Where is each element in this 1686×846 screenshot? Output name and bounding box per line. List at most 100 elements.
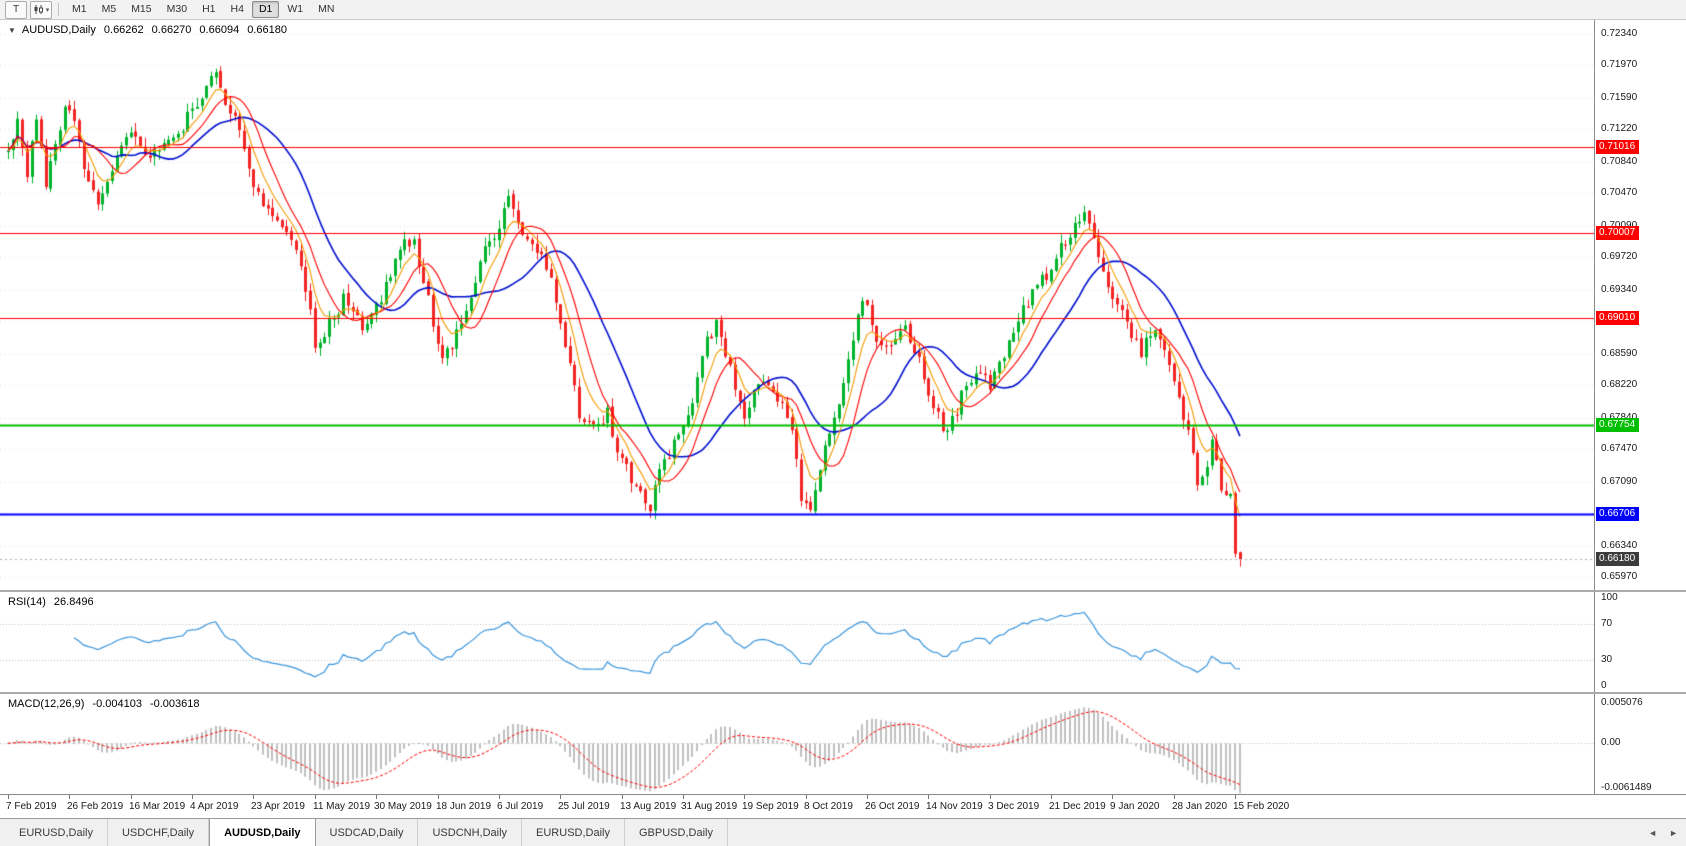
date-label: 31 Aug 2019 [681,801,738,812]
timeframe-button-H1[interactable]: H1 [202,3,216,15]
price-axis-label: 0.65970 [1601,571,1638,583]
level-price-tag: 0.71016 [1596,139,1640,154]
timeframe-button-H4[interactable]: H4 [230,3,244,15]
price-axis-label: 0.66340 [1601,539,1638,551]
time-axis-tick [560,795,561,799]
tab-scroll-right-icon[interactable]: ► [1669,827,1678,838]
timeframe-button-M15[interactable]: M15 [131,3,152,15]
macd-axis-label: 0.00 [1601,737,1621,749]
timeframe-button-M30[interactable]: M30 [166,3,188,15]
time-axis-tick [1235,795,1236,799]
price-axis-label: 0.70840 [1601,155,1638,167]
quote-low: 0.66094 [199,24,240,36]
price-chart-canvas[interactable] [0,20,1594,590]
date-label: 9 Jan 2020 [1110,801,1160,812]
chevron-down-icon: ▾ [45,6,50,14]
time-axis-tick [867,795,868,799]
time-axis-tick [438,795,439,799]
rsi-axis-label: 30 [1601,653,1613,665]
pane-splitter[interactable] [0,590,1686,592]
pane-splitter[interactable] [0,692,1686,694]
chart-tab[interactable]: EURUSD,Daily [522,819,625,846]
price-axis-label: 0.72340 [1601,27,1638,39]
rsi-axis-label: 100 [1601,592,1618,604]
macd-axis-label: -0.0061489 [1601,782,1652,793]
date-label: 13 Aug 2019 [620,801,677,812]
macd-signal-value: -0.003618 [149,698,200,710]
price-axis-label: 0.70470 [1601,187,1638,199]
level-price-tag: 0.66706 [1596,507,1640,522]
quote-open: 0.66262 [103,24,144,36]
date-label: 30 May 2019 [374,801,432,812]
toolbar: T ▾ M1 M5 M15 M30 H1 H4 D1 W1 MN [0,0,1686,20]
rsi-axis-label: 0 [1601,679,1607,691]
chart-tab[interactable]: USDCNH,Daily [418,819,523,846]
time-axis-tick [376,795,377,799]
time-axis-tick [1112,795,1113,799]
time-axis-tick [8,795,9,799]
time-axis-tick [744,795,745,799]
chart-tab[interactable]: AUDUSD,Daily [209,819,316,846]
price-axis-label: 0.67470 [1601,443,1638,455]
rsi-value: 26.8496 [53,596,94,608]
date-label: 11 May 2019 [313,801,371,812]
tab-scroll-left-icon[interactable]: ◄ [1648,827,1658,838]
date-label: 26 Feb 2019 [67,801,124,812]
timeframe-button-M1[interactable]: M1 [72,3,87,15]
time-axis-tick [990,795,991,799]
macd-axis-label: 0.005076 [1601,696,1643,708]
timeframe-button-M5[interactable]: M5 [101,3,117,15]
chart-tab[interactable]: GBPUSD,Daily [625,819,728,846]
timeframe-button-W1[interactable]: W1 [287,3,304,15]
date-label: 26 Oct 2019 [865,801,920,812]
timeframe-group: M1 M5 M15 M30 H1 H4 D1 W1 MN [65,1,341,18]
time-axis[interactable]: 7 Feb 2019 26 Feb 2019 16 Mar 2019 4 Apr 20… [0,795,1686,818]
chart-tab-strip: EURUSD,Daily USDCHF,Daily AUDUSD,Daily USDC… [0,819,1686,846]
time-axis-line [0,794,1686,795]
toolbar-separator [58,3,59,16]
price-axis-label: 0.68220 [1601,379,1638,391]
date-label: 7 Feb 2019 [6,801,57,812]
price-axis-label: 0.67840 [1601,412,1637,424]
macd-indicator-canvas[interactable] [0,694,1594,794]
current-price-tag: 0.66180 [1596,552,1640,567]
price-axis[interactable]: 0.72340 0.71970 0.71590 0.71220 0.70840 0.704… [1594,20,1686,794]
time-axis-tick [253,795,254,799]
price-axis-label: 0.71970 [1601,59,1638,71]
level-price-tag: 0.69010 [1596,310,1640,325]
price-axis-label: 0.67090 [1601,475,1638,487]
rsi-pane-title: RSI(14) 26.8496 [8,596,94,608]
date-label: 16 Mar 2019 [129,801,186,812]
date-label: 28 Jan 2020 [1172,801,1228,812]
time-axis-tick [928,795,929,799]
macd-main-value: -0.004103 [92,698,142,710]
chart-tab[interactable]: USDCAD,Daily [316,819,419,846]
chart-collapse-icon[interactable]: ▼ [8,25,16,35]
date-label: 4 Apr 2019 [190,801,239,812]
date-label: 14 Nov 2019 [926,801,983,812]
date-label: 18 Jun 2019 [436,801,492,812]
time-axis-tick [131,795,132,799]
time-axis-tick [315,795,316,799]
date-label: 3 Dec 2019 [988,801,1040,812]
price-axis-label: 0.68590 [1601,347,1638,359]
timeframe-button-MN[interactable]: MN [318,3,335,15]
price-axis-label: 0.71220 [1601,123,1638,135]
pointer-tool-button[interactable]: T [5,0,27,19]
rsi-indicator-canvas[interactable] [0,592,1594,692]
chart-type-button[interactable]: ▾ [30,0,52,19]
time-axis-tick [1174,795,1175,799]
date-label: 15 Feb 2020 [1233,801,1290,812]
price-axis-label: 0.71590 [1601,91,1638,103]
timeframe-button-D1[interactable]: D1 [251,1,280,18]
chart-tab[interactable]: USDCHF,Daily [108,819,210,846]
time-axis-tick [1051,795,1052,799]
chart-symbol-label: AUDUSD,Daily [21,24,96,36]
date-label: 21 Dec 2019 [1049,801,1106,812]
chart-title: ▼ AUDUSD,Daily 0.66262 0.66270 0.66094 0… [8,24,287,36]
chart-tab[interactable]: EURUSD,Daily [5,819,108,846]
chart-tab-bar: EURUSD,Daily USDCHF,Daily AUDUSD,Daily USDC… [0,818,1686,846]
quote-high: 0.66270 [151,24,192,36]
time-axis-tick [622,795,623,799]
